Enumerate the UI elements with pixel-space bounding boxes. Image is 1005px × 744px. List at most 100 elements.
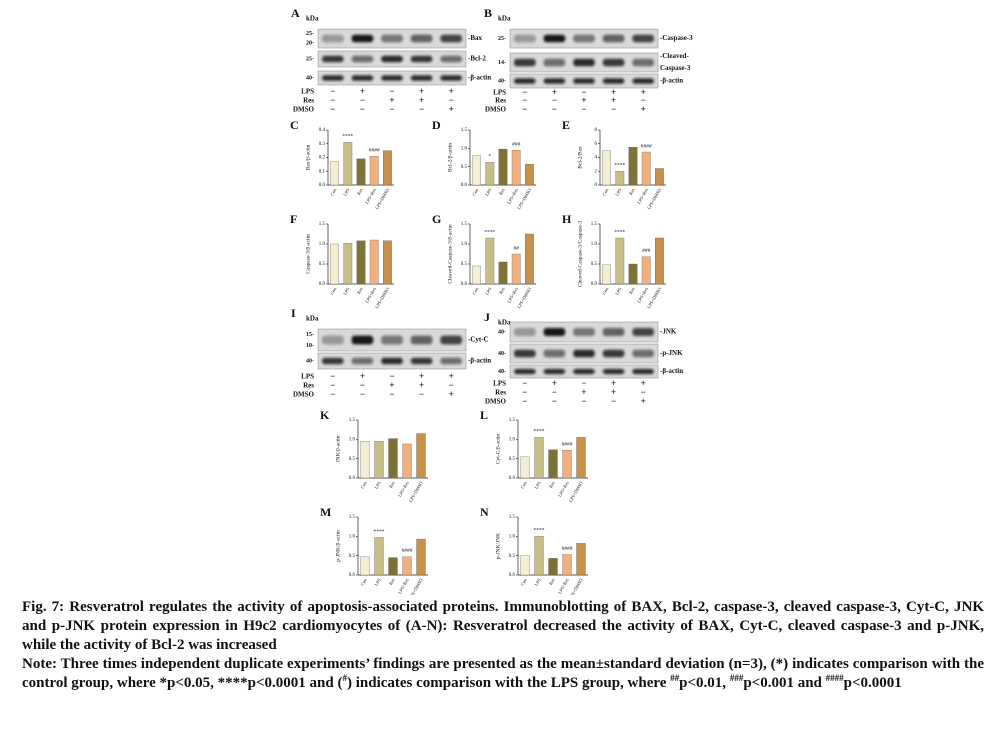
blot-band bbox=[440, 55, 462, 63]
y-axis-label: p-JNK/β-actin bbox=[335, 530, 341, 562]
y-tick-label: 1.5 bbox=[461, 222, 468, 227]
x-tick-label: Res bbox=[548, 577, 556, 586]
x-tick-label: LPS bbox=[342, 286, 350, 296]
bar bbox=[498, 261, 508, 285]
y-tick-label: 0.5 bbox=[349, 554, 356, 559]
y-axis-label: JNK/β-actin bbox=[335, 435, 341, 462]
y-tick-label: 1.5 bbox=[509, 515, 516, 520]
treatment-sign: + bbox=[611, 378, 616, 388]
note-text: p<0.01, bbox=[679, 675, 730, 691]
x-tick-label: LPS+DMSO bbox=[568, 480, 584, 503]
panel-letter: D bbox=[432, 118, 441, 132]
x-tick-label: Res bbox=[498, 187, 506, 196]
bar bbox=[641, 151, 651, 186]
bar bbox=[369, 155, 379, 186]
blot-band bbox=[602, 349, 625, 358]
x-tick-label: LPS+Res bbox=[364, 187, 377, 204]
y-tick-label: 8 bbox=[595, 128, 598, 133]
marker-label: 20- bbox=[306, 41, 314, 47]
treatment-sign: − bbox=[611, 396, 616, 406]
blot-band bbox=[573, 58, 595, 67]
treatment-sign: + bbox=[360, 86, 365, 96]
blot-band bbox=[381, 75, 403, 81]
blot-band bbox=[543, 78, 566, 84]
bar bbox=[343, 243, 353, 285]
kda-label: kDa bbox=[306, 315, 319, 323]
y-tick-label: 0.0 bbox=[319, 282, 326, 287]
bar bbox=[388, 438, 398, 479]
treatment-sign: − bbox=[330, 104, 335, 114]
y-axis-label: Caspase-3/β-actin bbox=[305, 234, 311, 274]
x-tick-label: LPS+DMSO bbox=[568, 577, 584, 595]
blot-band bbox=[573, 34, 595, 43]
y-tick-label: 1.5 bbox=[349, 515, 356, 520]
protein-label: -β-actin bbox=[660, 77, 683, 85]
bar bbox=[498, 148, 508, 186]
blot-band bbox=[514, 368, 536, 375]
treatment-sign: − bbox=[330, 380, 335, 390]
treatment-label: Res bbox=[303, 97, 314, 105]
treatment-sign: − bbox=[611, 104, 616, 114]
treatment-label: LPS bbox=[301, 373, 314, 381]
x-tick-label: Con bbox=[471, 187, 479, 197]
panel-letter: B bbox=[484, 6, 492, 20]
protein-label: -JNK bbox=[660, 328, 677, 336]
y-tick-label: 1.0 bbox=[591, 242, 598, 247]
treatment-sign: − bbox=[449, 95, 454, 105]
x-tick-label: Res bbox=[548, 480, 556, 489]
bar bbox=[472, 265, 481, 285]
treatment-sign: + bbox=[419, 86, 424, 96]
treatment-sign: − bbox=[330, 389, 335, 399]
bar bbox=[383, 240, 392, 285]
superscript: # bbox=[342, 673, 347, 683]
blot-band bbox=[543, 58, 566, 67]
y-axis-label: Bcl-2/Bax bbox=[577, 146, 583, 169]
treatment-label: Res bbox=[303, 382, 314, 390]
significance: **** bbox=[614, 163, 625, 169]
bar bbox=[374, 537, 384, 576]
treatment-sign: − bbox=[552, 104, 557, 114]
treatment-sign: + bbox=[552, 378, 557, 388]
x-tick-label: LPS bbox=[614, 187, 622, 197]
treatment-label: DMSO bbox=[293, 106, 315, 114]
blot-band bbox=[410, 55, 433, 63]
bar bbox=[615, 171, 625, 186]
significance: #### bbox=[369, 147, 380, 153]
y-tick-label: 1.5 bbox=[461, 128, 468, 133]
bar bbox=[615, 237, 625, 285]
marker-label: 15- bbox=[306, 332, 314, 338]
bar bbox=[548, 449, 558, 479]
protein-label: -p-JNK bbox=[660, 349, 683, 357]
blot-band bbox=[440, 357, 462, 365]
protein-label: -β-actin bbox=[660, 367, 683, 375]
significance: **** bbox=[342, 134, 353, 140]
treatment-sign: + bbox=[581, 95, 586, 105]
treatment-sign: − bbox=[581, 378, 586, 388]
significance: **** bbox=[484, 229, 495, 235]
y-axis-label: Cleaved-Caspase-3/Caspase-3 bbox=[577, 220, 583, 287]
significance: ### bbox=[512, 141, 521, 147]
treatment-sign: + bbox=[419, 371, 424, 381]
blot-band bbox=[440, 34, 462, 43]
treatment-sign: + bbox=[581, 387, 586, 397]
kda-label: kDa bbox=[306, 15, 319, 23]
y-tick-label: 0.0 bbox=[461, 282, 468, 287]
protein-label: -Bcl-2 bbox=[468, 55, 486, 63]
blot-band bbox=[602, 34, 625, 43]
bar bbox=[641, 256, 651, 285]
treatment-sign: − bbox=[360, 95, 365, 105]
x-tick-label: Con bbox=[329, 187, 337, 197]
bar bbox=[520, 555, 530, 576]
blot-band bbox=[410, 357, 433, 365]
treatment-sign: − bbox=[581, 87, 586, 97]
protein-label: -Caspase-3 bbox=[660, 34, 693, 42]
y-tick-label: 0.5 bbox=[319, 262, 326, 267]
panel-letter: M bbox=[320, 505, 331, 519]
treatment-sign: − bbox=[552, 387, 557, 397]
treatment-sign: − bbox=[419, 389, 424, 399]
treatment-sign: − bbox=[641, 387, 646, 397]
significance: #### bbox=[641, 143, 652, 149]
blot-band bbox=[632, 58, 654, 67]
y-tick-label: 0.0 bbox=[591, 282, 598, 287]
